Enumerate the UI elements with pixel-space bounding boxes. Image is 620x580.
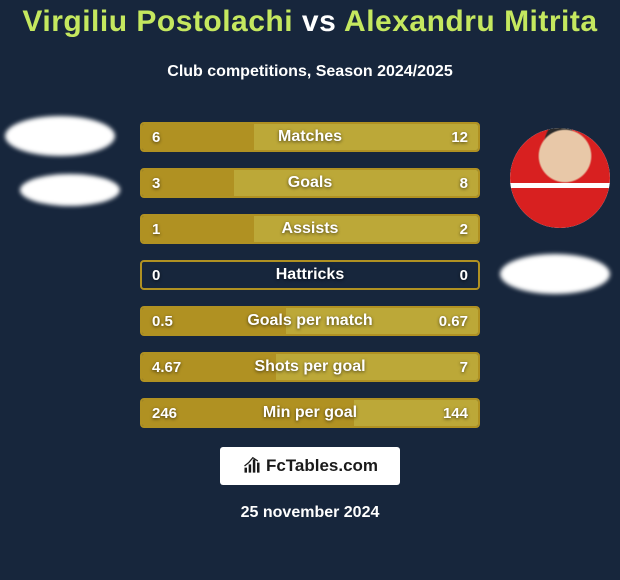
stat-row: 12Assists bbox=[140, 214, 480, 244]
stat-label: Goals per match bbox=[142, 308, 478, 334]
stat-row: 246144Min per goal bbox=[140, 398, 480, 428]
player2-avatar bbox=[510, 128, 610, 228]
stat-row: 4.677Shots per goal bbox=[140, 352, 480, 382]
stat-row: 38Goals bbox=[140, 168, 480, 198]
brand-badge: FcTables.com bbox=[220, 447, 400, 485]
vs-text: vs bbox=[293, 5, 344, 38]
date-text: 25 november 2024 bbox=[0, 504, 620, 522]
stat-label: Assists bbox=[142, 216, 478, 242]
subtitle: Club competitions, Season 2024/2025 bbox=[0, 63, 620, 81]
player1-name: Virgiliu Postolachi bbox=[22, 5, 293, 38]
avatar-image bbox=[510, 128, 610, 228]
decoration-ellipse bbox=[5, 116, 115, 156]
stat-row: 00Hattricks bbox=[140, 260, 480, 290]
decoration-ellipse bbox=[500, 254, 610, 294]
stat-label: Matches bbox=[142, 124, 478, 150]
brand-chart-icon bbox=[242, 456, 262, 476]
stat-label: Shots per goal bbox=[142, 354, 478, 380]
stat-row: 0.50.67Goals per match bbox=[140, 306, 480, 336]
title: Virgiliu Postolachi vs Alexandru Mitrita bbox=[0, 5, 620, 39]
stats-list: 612Matches 38Goals 12Assists 00Hattricks 0.5… bbox=[140, 122, 480, 444]
player2-name: Alexandru Mitrita bbox=[344, 5, 598, 38]
stat-label: Hattricks bbox=[142, 262, 478, 288]
comparison-card: Virgiliu Postolachi vs Alexandru Mitrita… bbox=[0, 0, 620, 580]
stat-row: 612Matches bbox=[140, 122, 480, 152]
brand-text: FcTables.com bbox=[266, 456, 378, 476]
decoration-ellipse bbox=[20, 174, 120, 206]
stat-label: Min per goal bbox=[142, 400, 478, 426]
avatar-face-icon bbox=[510, 128, 610, 228]
stat-label: Goals bbox=[142, 170, 478, 196]
